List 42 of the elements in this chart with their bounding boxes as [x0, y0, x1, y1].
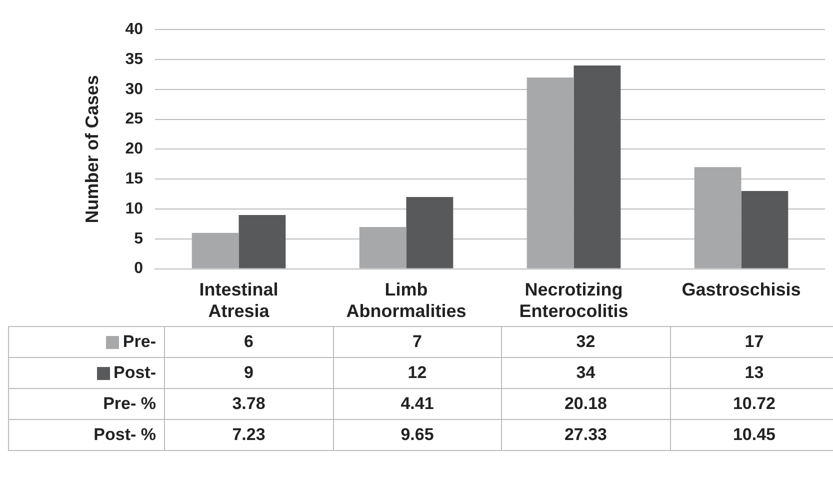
- x-tick-label: Gastroschisis: [682, 280, 801, 300]
- y-tick-label: 5: [134, 230, 144, 248]
- y-tick-label: 0: [134, 260, 144, 278]
- bar: [359, 226, 406, 268]
- legend-label: Pre-: [122, 332, 156, 351]
- data-label: 12: [333, 358, 502, 388]
- text: Post- %: [94, 425, 156, 444]
- x-tick-label: Necrotizing Enterocolitis: [519, 280, 628, 322]
- bar: [192, 232, 239, 268]
- y-tick-label: 40: [125, 21, 144, 38]
- y-tick-label: 35: [125, 50, 144, 68]
- bar: [238, 214, 286, 268]
- x-tick-label: Limb Abnormalities: [346, 280, 466, 322]
- y-tick-label: 20: [125, 140, 144, 158]
- data-label: 17: [670, 326, 833, 358]
- legend-label: Post-: [114, 363, 156, 382]
- text: 4.41: [400, 394, 434, 413]
- data-label: 7: [333, 326, 502, 358]
- y-tick-label: 15: [125, 170, 144, 188]
- data-label: 9: [164, 358, 333, 388]
- data-label: 32: [502, 326, 670, 358]
- bar: [694, 167, 742, 268]
- text: 27.33: [564, 425, 608, 444]
- data-label: 13: [670, 358, 833, 388]
- text: 10.45: [732, 425, 776, 444]
- y-axis-title: Number of Cases: [82, 75, 102, 224]
- y-tick-label: 30: [125, 80, 144, 98]
- text: 7.23: [232, 425, 266, 444]
- bar: [526, 77, 574, 268]
- text: 20.18: [564, 394, 608, 413]
- text: 10.72: [732, 394, 776, 413]
- x-tick-label: Intestinal Atresia: [199, 280, 278, 322]
- data-label: 34: [502, 358, 670, 388]
- text: Pre- %: [103, 394, 156, 413]
- y-tick-label: 10: [125, 200, 144, 218]
- bar: [406, 197, 454, 268]
- data-label: 6: [164, 326, 333, 358]
- y-tick-label: 25: [125, 110, 144, 128]
- text: 9.65: [400, 425, 434, 444]
- text: 3.78: [232, 394, 266, 413]
- bar: [741, 191, 788, 268]
- bar: [574, 65, 621, 268]
